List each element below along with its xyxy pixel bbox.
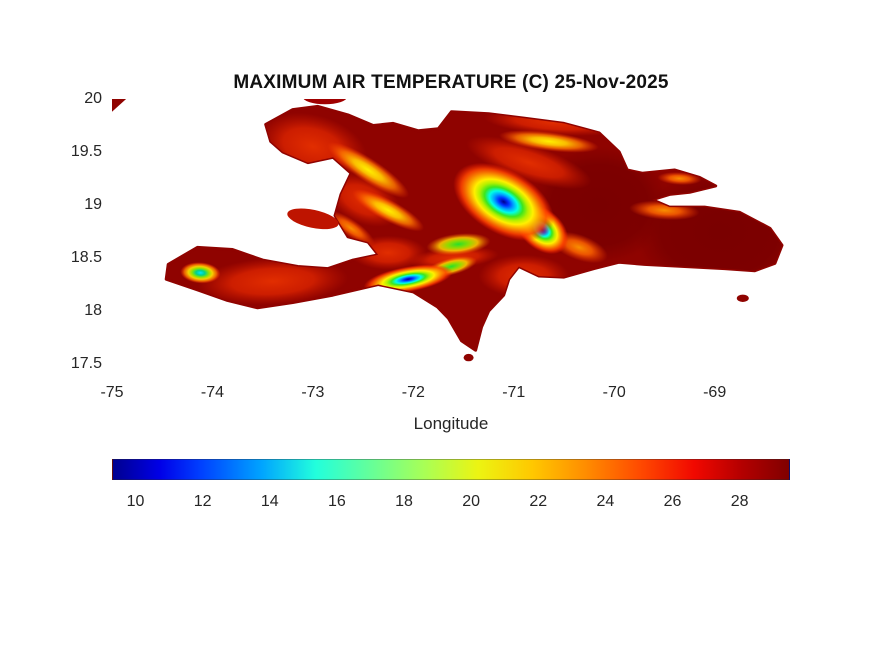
cuba-coast-fragment (112, 99, 127, 112)
zone-cordillera-septentrional (499, 130, 599, 153)
x-tick-label: -73 (301, 384, 325, 401)
colorbar-gradient (112, 459, 790, 480)
y-tick-label: 20 (84, 90, 102, 107)
temperature-map (112, 99, 784, 362)
ile-de-la-tortue (303, 99, 347, 105)
y-tick-label: 18 (84, 302, 102, 319)
x-tick-label: -69 (703, 384, 727, 401)
colorbar-tick-label: 24 (596, 493, 615, 510)
zone-massif-du-nord (327, 141, 410, 199)
zone-sierra-de-neiba (426, 233, 491, 256)
isla-beata (463, 353, 474, 362)
x-tick-label: -71 (502, 384, 526, 401)
x-axis-label: Longitude (413, 414, 489, 433)
zone-chaine-des-matheux (327, 210, 375, 246)
colorbar-tick-label: 12 (193, 493, 212, 510)
zone-azua-barahona-coast (478, 254, 569, 298)
y-tick-label: 19 (84, 196, 102, 213)
zone-cibao-valley (466, 136, 592, 190)
y-tick-label: 17.5 (70, 355, 102, 372)
x-tick-label: -72 (401, 384, 425, 401)
x-tick-label: -74 (200, 384, 224, 401)
colorbar-tick-label: 16 (327, 493, 346, 510)
isla-saona (736, 294, 749, 302)
colorbar-tick-label: 20 (462, 493, 481, 510)
x-tick-label: -70 (602, 384, 626, 401)
colorbar-tick-label: 10 (126, 493, 145, 510)
colorbar-tick-label: 28 (730, 493, 749, 510)
zone-cordillera-central-main-core (453, 162, 555, 241)
y-tick-label: 18.5 (70, 249, 102, 266)
colorbar-tick-label: 18 (395, 493, 413, 510)
zone-tiburon-peninsula-coast (197, 257, 348, 305)
offshore-islands (287, 99, 749, 362)
colorbar-tick-label: 14 (260, 493, 279, 510)
zone-massif-de-la-hotte (180, 262, 221, 284)
x-tick-label: -75 (100, 384, 124, 401)
y-tick-label: 19.5 (70, 143, 102, 160)
colorbar-tick-label: 26 (663, 493, 682, 510)
zone-montagnes-noires (352, 189, 425, 232)
zone-samana-hills (657, 172, 702, 185)
colorbar-tick-label: 22 (529, 493, 548, 510)
chart-title: MAXIMUM AIR TEMPERATURE (C) 25-Nov-2025 (233, 72, 669, 93)
ile-de-la-gonave (287, 208, 339, 230)
